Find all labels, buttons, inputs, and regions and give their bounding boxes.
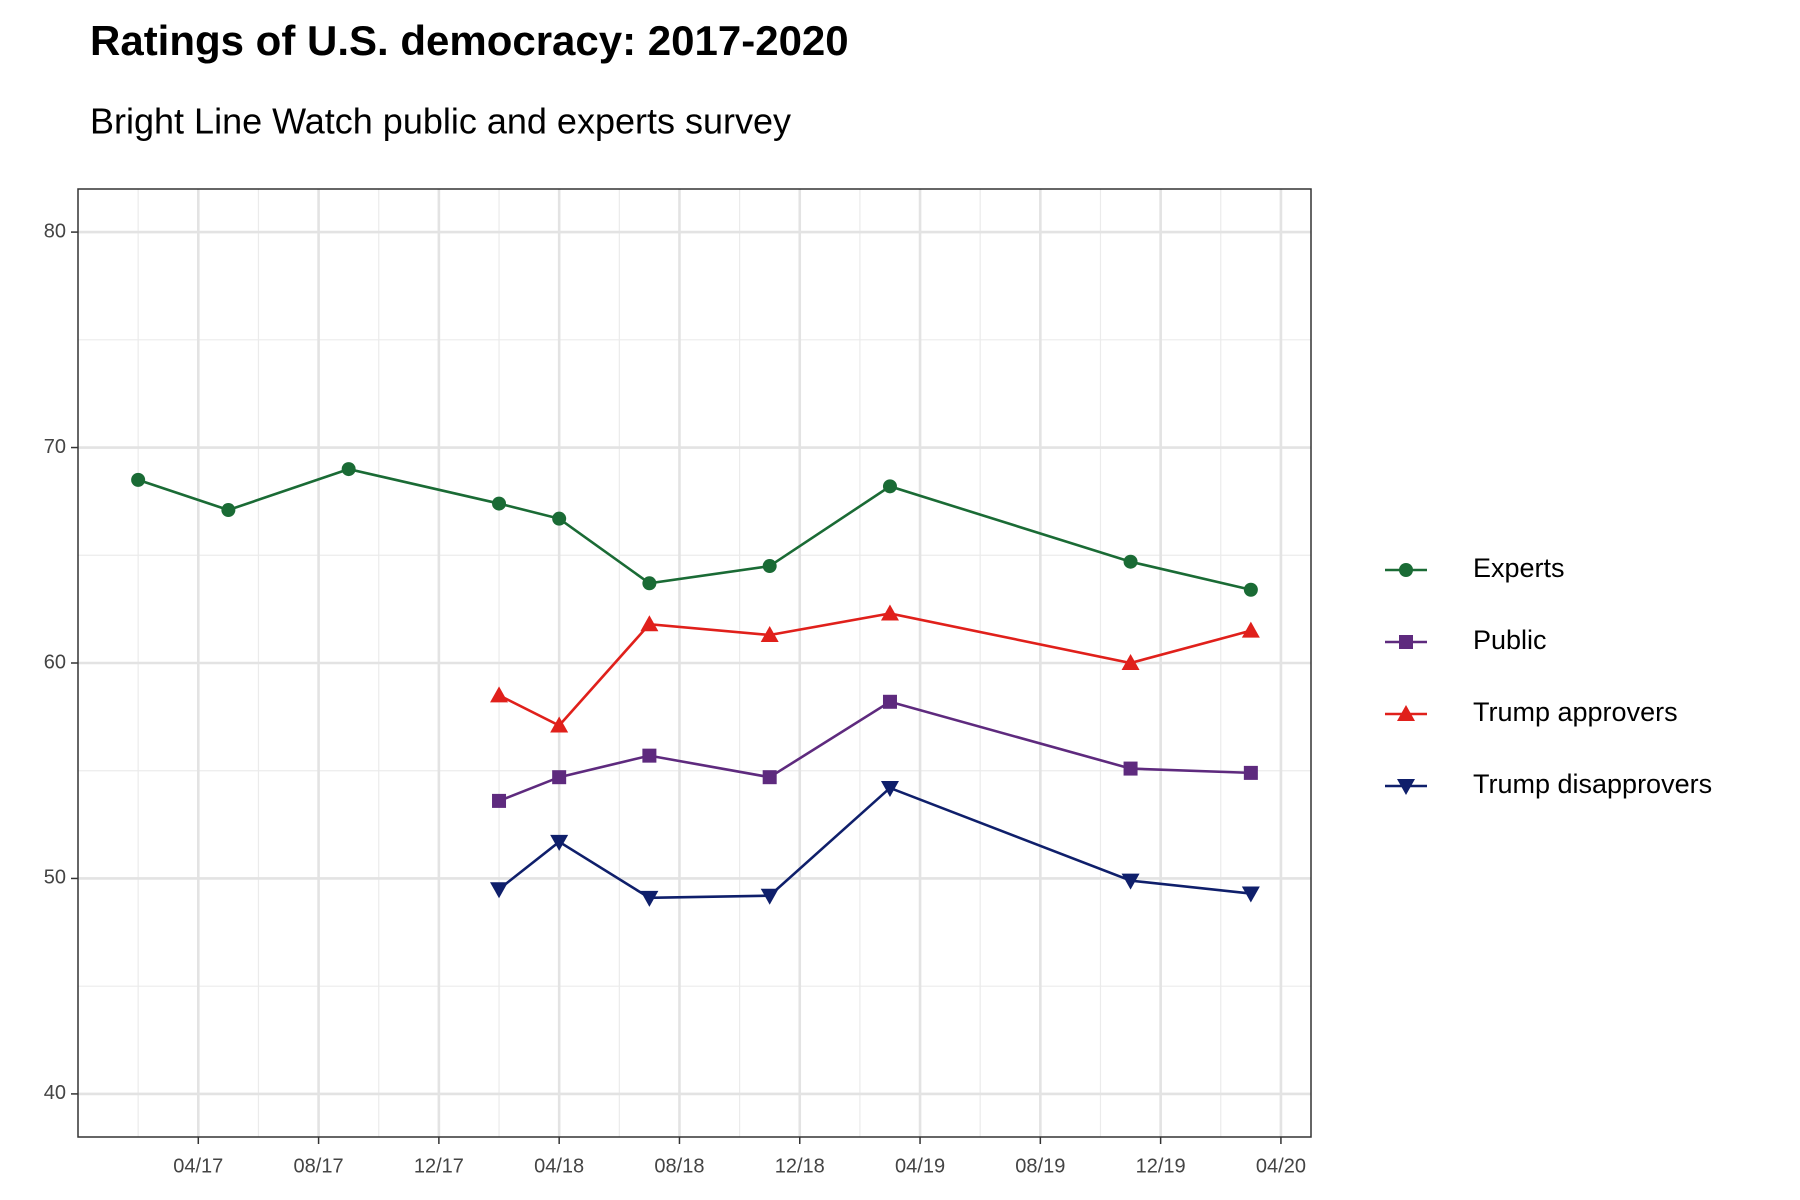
- marker: [552, 511, 567, 526]
- marker: [1243, 765, 1258, 780]
- marker: [1121, 654, 1140, 670]
- marker: [880, 604, 899, 621]
- x-tick-label: 04/20: [1256, 1155, 1306, 1177]
- marker: [1399, 635, 1413, 649]
- marker: [642, 748, 657, 763]
- marker: [1241, 621, 1260, 638]
- marker: [490, 882, 509, 899]
- x-tick-label: 08/18: [654, 1155, 704, 1177]
- series-line: [137, 467, 1252, 592]
- legend-label: Trump approvers: [1473, 697, 1678, 727]
- marker: [550, 716, 569, 733]
- grid: [78, 189, 1311, 1137]
- y-tick-label: 40: [44, 1082, 66, 1104]
- marker: [1397, 705, 1415, 721]
- marker: [552, 770, 567, 785]
- series-line: [498, 786, 1251, 900]
- x-tick-label: 08/19: [1015, 1155, 1065, 1177]
- marker: [1397, 779, 1415, 795]
- chart-title: Ratings of U.S. democracy: 2017-2020: [90, 17, 849, 64]
- marker: [1241, 886, 1260, 903]
- marker: [1121, 873, 1140, 890]
- marker: [1123, 554, 1138, 569]
- marker: [640, 890, 659, 907]
- marker: [1243, 582, 1258, 597]
- legend-label: Public: [1473, 625, 1547, 655]
- marker: [221, 503, 236, 518]
- marker: [880, 780, 899, 797]
- x-tick-label: 12/18: [775, 1155, 825, 1177]
- marker: [341, 462, 356, 477]
- marker: [492, 793, 507, 808]
- marker: [492, 496, 507, 511]
- marker: [642, 576, 657, 591]
- marker: [760, 625, 779, 642]
- x-tick-label: 04/19: [895, 1155, 945, 1177]
- marker: [762, 770, 777, 785]
- marker: [762, 559, 777, 574]
- marker: [550, 834, 569, 851]
- marker: [490, 686, 509, 703]
- marker: [882, 479, 897, 494]
- marker: [1399, 563, 1413, 577]
- chart-subtitle: Bright Line Watch public and experts sur…: [90, 101, 791, 142]
- x-tick-label: 08/17: [294, 1155, 344, 1177]
- x-tick-label: 12/17: [414, 1155, 464, 1177]
- marker: [131, 472, 146, 487]
- legend-label: Trump disapprovers: [1473, 769, 1712, 799]
- marker: [1123, 761, 1138, 776]
- x-tick-label: 04/17: [173, 1155, 223, 1177]
- marker: [640, 615, 659, 632]
- series-line: [498, 700, 1251, 803]
- marker: [882, 694, 897, 709]
- y-tick-label: 80: [44, 220, 66, 242]
- y-tick-label: 70: [44, 436, 66, 458]
- y-tick-label: 50: [44, 867, 66, 889]
- marks: [131, 462, 1260, 907]
- marker: [760, 888, 779, 905]
- y-tick-label: 60: [44, 651, 66, 673]
- x-tick-label: 04/18: [534, 1155, 584, 1177]
- x-tick-label: 12/19: [1136, 1155, 1186, 1177]
- legend-label: Experts: [1473, 553, 1565, 583]
